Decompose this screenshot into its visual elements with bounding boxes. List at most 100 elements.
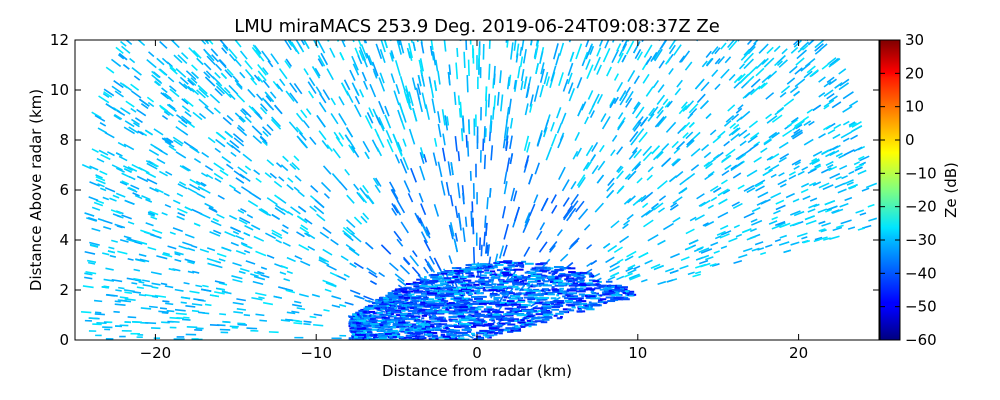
radar-echo-dash — [848, 183, 858, 190]
radar-echo-cell — [509, 277, 517, 280]
radar-echo-dash — [394, 154, 401, 164]
radar-echo-dash — [694, 78, 705, 90]
radar-echo-cell — [416, 295, 427, 298]
radar-echo-dash — [429, 45, 433, 56]
radar-echo-dash — [749, 143, 759, 151]
radar-echo-dash — [379, 72, 385, 84]
radar-echo-cell — [562, 267, 567, 270]
radar-echo-dash — [172, 136, 184, 145]
radar-echo-dash — [621, 54, 627, 63]
radar-echo-cell — [504, 307, 513, 310]
radar-echo-dash — [379, 48, 386, 63]
radar-echo-cell — [590, 291, 594, 294]
radar-echo-cell — [461, 310, 467, 313]
radar-echo-dash — [107, 250, 116, 254]
radar-echo-cell — [421, 328, 426, 331]
radar-echo-dash — [259, 319, 268, 322]
radar-echo-dash — [353, 183, 360, 191]
radar-echo-cell — [423, 296, 429, 299]
radar-echo-cell — [356, 333, 366, 336]
radar-echo-cell — [539, 302, 547, 305]
radar-echo-cell — [477, 295, 487, 298]
radar-echo-cell — [475, 320, 485, 323]
radar-echo-cell — [395, 331, 400, 334]
radar-echo-cell — [375, 298, 384, 301]
radar-echo-dash — [223, 87, 231, 94]
radar-echo-dash — [276, 162, 283, 168]
radar-echo-dash — [178, 245, 188, 250]
radar-echo-cell — [350, 326, 356, 329]
radar-echo-cell — [486, 314, 497, 317]
radar-echo-cell — [363, 308, 371, 311]
radar-echo-dash — [90, 244, 99, 248]
radar-echo-cell — [537, 310, 543, 313]
radar-echo-cell — [396, 294, 403, 297]
radar-echo-dash — [210, 48, 219, 57]
radar-echo-dash — [199, 212, 211, 219]
radar-echo-dash — [374, 177, 382, 187]
radar-echo-cell — [470, 325, 477, 328]
radar-echo-dash — [251, 296, 263, 301]
radar-echo-cell — [487, 312, 491, 315]
radar-echo-dash — [419, 147, 425, 159]
radar-echo-dash — [130, 184, 140, 190]
radar-echo-dash — [730, 164, 738, 170]
radar-echo-dash — [294, 300, 302, 304]
radar-echo-dash — [191, 244, 198, 249]
radar-echo-dash — [763, 138, 772, 146]
radar-echo-dash — [124, 199, 135, 206]
radar-echo-cell — [565, 300, 573, 303]
radar-echo-dash — [137, 130, 144, 136]
radar-echo-dash — [510, 187, 516, 202]
radar-echo-cell — [540, 321, 548, 324]
radar-echo-dash — [356, 295, 365, 300]
radar-echo-cell — [568, 309, 575, 312]
y-tick-label: 12 — [50, 31, 69, 49]
radar-echo-cell — [526, 270, 531, 273]
radar-echo-dash — [747, 135, 758, 144]
radar-echo-cell — [531, 267, 536, 270]
radar-echo-cell — [506, 300, 515, 303]
radar-echo-cell — [511, 303, 521, 306]
radar-echo-dash — [867, 203, 875, 208]
radar-echo-cell — [513, 268, 524, 271]
radar-echo-dash — [161, 87, 168, 94]
radar-echo-dash — [484, 215, 487, 228]
radar-echo-dash — [613, 96, 619, 105]
radar-echo-cell — [495, 328, 506, 331]
radar-echo-dash — [163, 110, 171, 117]
radar-echo-dash — [105, 267, 114, 271]
radar-echo-dash — [664, 101, 671, 108]
radar-echo-cell — [559, 287, 564, 290]
radar-echo-dash — [585, 40, 590, 48]
radar-echo-cell — [455, 281, 464, 284]
radar-echo-cell — [414, 282, 423, 285]
radar-echo-cell — [529, 289, 536, 292]
radar-echo-dash — [653, 264, 664, 271]
radar-echo-dash — [389, 52, 394, 62]
radar-echo-dash — [152, 162, 159, 168]
radar-echo-cell — [484, 276, 490, 279]
radar-echo-cell — [386, 309, 390, 312]
radar-echo-dash — [228, 214, 238, 220]
radar-echo-dash — [402, 114, 407, 123]
radar-echo-dash — [794, 67, 803, 75]
radar-echo-dash — [711, 46, 719, 55]
radar-echo-cell — [468, 281, 476, 284]
radar-echo-cell — [372, 336, 383, 339]
radar-echo-cell — [572, 282, 579, 285]
radar-echo-cell — [390, 329, 398, 332]
radar-echo-cell — [453, 323, 458, 326]
radar-echo-cell — [467, 287, 472, 290]
radar-echo-cell — [413, 329, 422, 332]
radar-echo-dash — [665, 56, 672, 65]
radar-echo-dash — [814, 236, 823, 241]
radar-echo-cell — [419, 280, 424, 283]
radar-echo-dash — [207, 262, 214, 266]
radar-echo-dash — [133, 277, 142, 281]
radar-echo-cell — [399, 329, 404, 332]
radar-echo-dash — [832, 133, 841, 140]
radar-echo-cell — [453, 305, 456, 308]
radar-echo-dash — [222, 116, 232, 126]
radar-echo-cell — [573, 275, 580, 278]
